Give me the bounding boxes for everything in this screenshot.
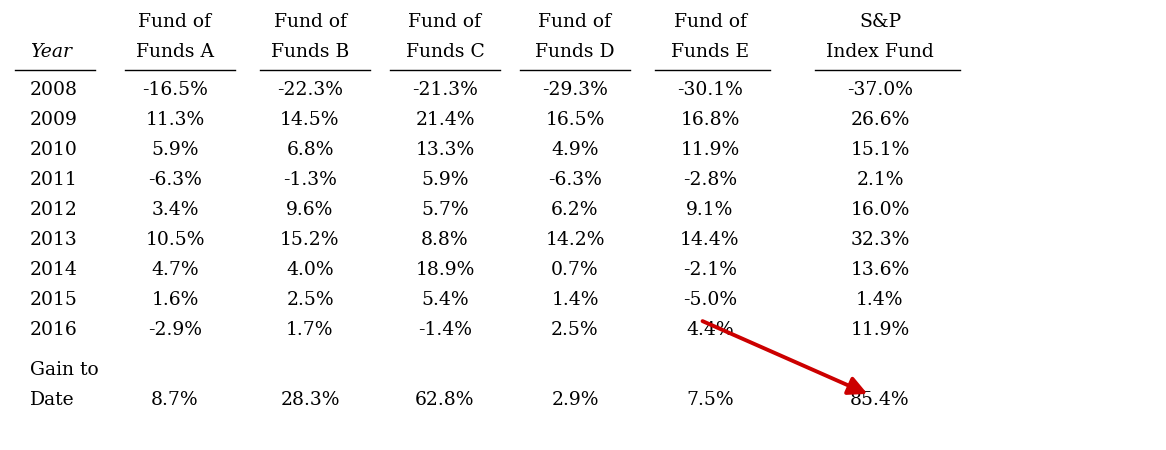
Text: 2.1%: 2.1% (856, 171, 904, 189)
Text: 13.3%: 13.3% (415, 141, 475, 159)
Text: Fund of: Fund of (539, 13, 611, 31)
Text: Funds E: Funds E (670, 43, 749, 61)
Text: 11.3%: 11.3% (146, 111, 204, 129)
Text: Year: Year (30, 43, 72, 61)
Text: 5.9%: 5.9% (421, 171, 469, 189)
Text: 10.5%: 10.5% (146, 231, 205, 249)
Text: 11.9%: 11.9% (681, 141, 739, 159)
Text: 11.9%: 11.9% (850, 321, 909, 339)
Text: 1.7%: 1.7% (286, 321, 333, 339)
Text: 2014: 2014 (30, 261, 78, 279)
Text: 32.3%: 32.3% (850, 231, 909, 249)
Text: -16.5%: -16.5% (142, 81, 208, 99)
Text: -6.3%: -6.3% (548, 171, 602, 189)
Text: 9.6%: 9.6% (287, 201, 333, 219)
Text: 2.5%: 2.5% (286, 291, 333, 309)
Text: 1.4%: 1.4% (552, 291, 599, 309)
Text: 4.7%: 4.7% (152, 261, 199, 279)
Text: 2013: 2013 (30, 231, 78, 249)
Text: 9.1%: 9.1% (687, 201, 733, 219)
Text: Index Fund: Index Fund (827, 43, 934, 61)
Text: 8.7%: 8.7% (152, 391, 199, 409)
Text: 2.5%: 2.5% (552, 321, 599, 339)
Text: 16.5%: 16.5% (546, 111, 605, 129)
Text: 2.9%: 2.9% (552, 391, 599, 409)
Text: 26.6%: 26.6% (850, 111, 909, 129)
Text: Funds D: Funds D (535, 43, 614, 61)
Text: 2012: 2012 (30, 201, 78, 219)
Text: 6.8%: 6.8% (286, 141, 333, 159)
Text: 2011: 2011 (30, 171, 78, 189)
Text: -1.4%: -1.4% (417, 321, 472, 339)
Text: 2009: 2009 (30, 111, 78, 129)
Text: 16.8%: 16.8% (680, 111, 739, 129)
Text: 18.9%: 18.9% (415, 261, 475, 279)
Text: 4.4%: 4.4% (686, 321, 733, 339)
Text: -29.3%: -29.3% (542, 81, 607, 99)
Text: -30.1%: -30.1% (677, 81, 743, 99)
Text: -2.1%: -2.1% (683, 261, 737, 279)
Text: 2010: 2010 (30, 141, 78, 159)
Text: 8.8%: 8.8% (421, 231, 469, 249)
Text: Fund of: Fund of (274, 13, 346, 31)
Text: 21.4%: 21.4% (415, 111, 475, 129)
Text: Gain to: Gain to (30, 361, 99, 379)
Text: Fund of: Fund of (139, 13, 211, 31)
Text: 2015: 2015 (30, 291, 78, 309)
Text: 14.5%: 14.5% (280, 111, 339, 129)
Text: Fund of: Fund of (674, 13, 746, 31)
Text: 13.6%: 13.6% (850, 261, 909, 279)
Text: Date: Date (30, 391, 75, 409)
Text: -22.3%: -22.3% (278, 81, 343, 99)
Text: -2.8%: -2.8% (683, 171, 737, 189)
Text: -21.3%: -21.3% (412, 81, 478, 99)
Text: 62.8%: 62.8% (415, 391, 475, 409)
Text: Funds C: Funds C (406, 43, 484, 61)
Text: -1.3%: -1.3% (283, 171, 337, 189)
Text: 15.2%: 15.2% (280, 231, 339, 249)
Text: 1.4%: 1.4% (856, 291, 904, 309)
Text: 3.4%: 3.4% (152, 201, 198, 219)
Text: 28.3%: 28.3% (280, 391, 339, 409)
Text: 5.4%: 5.4% (421, 291, 469, 309)
Text: 14.2%: 14.2% (546, 231, 605, 249)
Text: -6.3%: -6.3% (148, 171, 202, 189)
Text: 6.2%: 6.2% (552, 201, 599, 219)
Text: 2016: 2016 (30, 321, 78, 339)
Text: 4.0%: 4.0% (286, 261, 333, 279)
Text: -2.9%: -2.9% (148, 321, 202, 339)
Text: -37.0%: -37.0% (847, 81, 913, 99)
Text: Funds A: Funds A (136, 43, 215, 61)
Text: -5.0%: -5.0% (683, 291, 737, 309)
Text: 15.1%: 15.1% (850, 141, 909, 159)
Text: 14.4%: 14.4% (680, 231, 739, 249)
Text: S&P: S&P (859, 13, 901, 31)
Text: 5.7%: 5.7% (421, 201, 469, 219)
Text: 2008: 2008 (30, 81, 78, 99)
Text: 5.9%: 5.9% (152, 141, 198, 159)
Text: 16.0%: 16.0% (850, 201, 909, 219)
Text: 1.6%: 1.6% (152, 291, 198, 309)
Text: 0.7%: 0.7% (552, 261, 599, 279)
Text: Fund of: Fund of (408, 13, 482, 31)
Text: 7.5%: 7.5% (686, 391, 733, 409)
Text: 85.4%: 85.4% (850, 391, 909, 409)
Text: 4.9%: 4.9% (552, 141, 599, 159)
Text: Funds B: Funds B (271, 43, 349, 61)
